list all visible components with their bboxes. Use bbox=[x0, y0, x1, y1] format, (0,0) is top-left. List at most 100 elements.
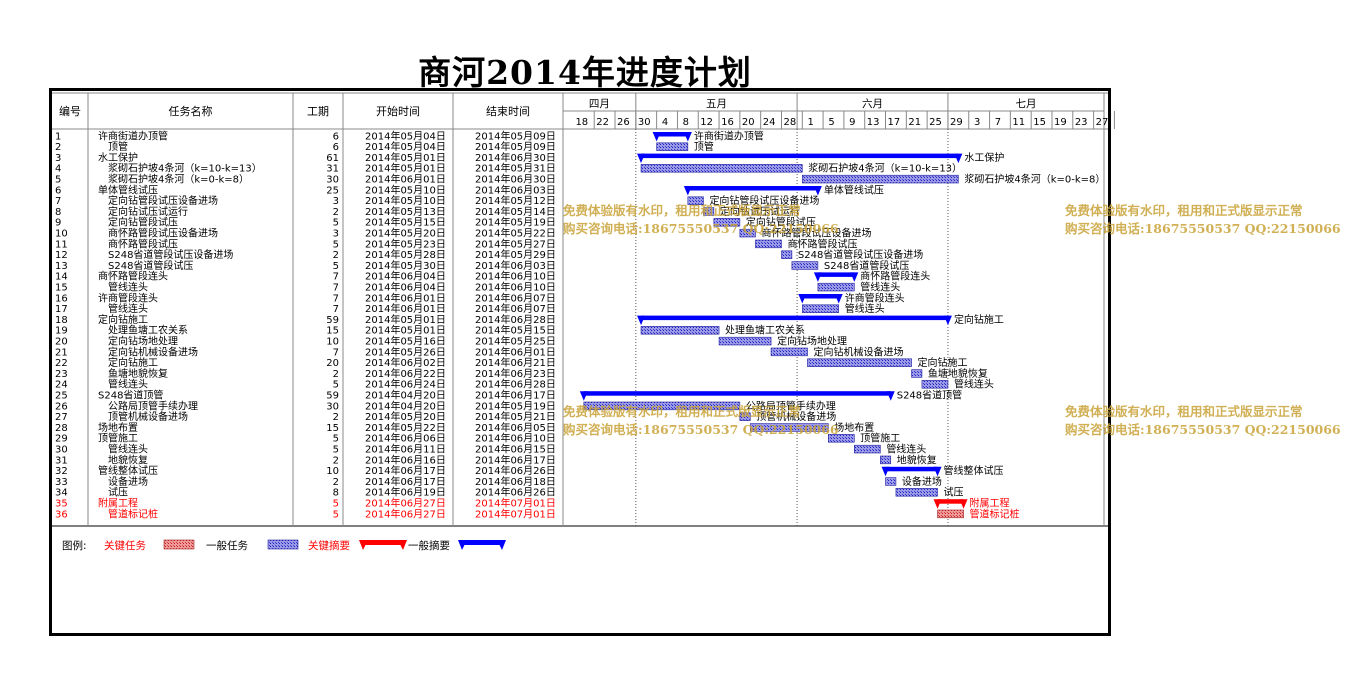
day-tick-label: 23 bbox=[1075, 117, 1088, 128]
task-id: 23 bbox=[55, 369, 68, 380]
task-id: 6 bbox=[55, 185, 61, 196]
gantt-bar-15: 管线连头 bbox=[817, 281, 900, 294]
summary-start-cap bbox=[637, 153, 646, 164]
month-label: 四月 bbox=[589, 98, 610, 110]
legend-label: 一般任务 bbox=[206, 539, 248, 552]
task-name: 商怀路管段试压设备进场 bbox=[108, 227, 218, 240]
gantt-bar-34: 试压 bbox=[895, 486, 964, 499]
task-name: 定向钻施工 bbox=[108, 356, 158, 369]
task-start: 2014年05月26日 bbox=[365, 345, 446, 358]
task-duration: 2 bbox=[333, 250, 339, 261]
task-duration: 2 bbox=[333, 207, 339, 218]
task-end: 2014年05月21日 bbox=[475, 410, 556, 423]
bar-label: 许商管段连头 bbox=[845, 291, 905, 304]
day-tick-label: 25 bbox=[929, 117, 942, 128]
day-tick-label: 16 bbox=[721, 117, 734, 128]
legend-item-summary: 一般摘要 bbox=[408, 539, 506, 552]
day-tick-label: 18 bbox=[575, 117, 588, 128]
gantt-bar-21: 定向钻机械设备进场 bbox=[770, 345, 903, 358]
summary-end-cap bbox=[683, 132, 692, 142]
legend-swatch-cap-left bbox=[359, 540, 368, 550]
bar-label: 定向钻试压试运行 bbox=[720, 205, 800, 218]
task-id: 20 bbox=[55, 337, 68, 348]
watermark-line2-right-2: 购买咨询电话:18675550537 QQ:22150066 bbox=[1065, 422, 1341, 437]
task-start: 2014年06月27日 bbox=[365, 507, 446, 520]
task-duration: 7 bbox=[333, 347, 339, 358]
task-id: 10 bbox=[55, 229, 68, 240]
bar-label: 浆砌石护坡4条河（k=0-k=8） bbox=[964, 173, 1105, 186]
task-start: 2014年06月01日 bbox=[365, 302, 446, 315]
task-bar bbox=[755, 239, 782, 249]
task-start: 2014年06月27日 bbox=[365, 497, 446, 510]
legend-swatch bbox=[462, 540, 502, 545]
task-end: 2014年05月19日 bbox=[475, 399, 556, 412]
task-name: 许商管段连头 bbox=[98, 291, 158, 304]
day-tick-label: 21 bbox=[908, 117, 921, 128]
task-end: 2014年06月01日 bbox=[475, 345, 556, 358]
summary-bar bbox=[687, 186, 818, 191]
task-duration: 25 bbox=[326, 185, 339, 196]
task-id: 30 bbox=[55, 445, 68, 456]
task-end: 2014年06月28日 bbox=[475, 378, 556, 391]
header-dur: 工期 bbox=[307, 105, 329, 118]
task-id: 31 bbox=[55, 455, 68, 466]
bar-label: 试压 bbox=[944, 486, 964, 499]
task-duration: 2 bbox=[333, 369, 339, 380]
summary-start-cap bbox=[579, 391, 588, 401]
task-name: 许商街道办顶管 bbox=[98, 129, 168, 142]
task-start: 2014年05月01日 bbox=[365, 324, 446, 337]
task-start: 2014年05月22日 bbox=[365, 421, 446, 434]
task-bar bbox=[880, 455, 892, 465]
summary-start-cap bbox=[683, 186, 692, 196]
bar-label: 管道标记桩 bbox=[970, 507, 1020, 520]
bar-label: S248省道顶管 bbox=[897, 389, 962, 402]
day-tick-label: 9 bbox=[849, 117, 855, 128]
task-id: 24 bbox=[55, 380, 68, 391]
legend-swatch bbox=[267, 539, 299, 550]
header-start: 开始时间 bbox=[376, 104, 420, 118]
legend: 图例: 关键任务 一般任务 关键摘要 一般摘要 bbox=[62, 539, 506, 552]
day-tick-label: 19 bbox=[1054, 117, 1067, 128]
task-duration: 7 bbox=[333, 272, 339, 283]
task-name: 鱼塘地貌恢复 bbox=[108, 367, 168, 380]
task-duration: 6 bbox=[333, 131, 339, 142]
gantt-bar-5: 浆砌石护坡4条河（k=0-k=8） bbox=[801, 173, 1105, 186]
task-duration: 6 bbox=[333, 142, 339, 153]
task-duration: 61 bbox=[326, 153, 339, 164]
task-start: 2014年06月24日 bbox=[365, 378, 446, 391]
task-start: 2014年06月01日 bbox=[365, 173, 446, 186]
task-duration: 15 bbox=[326, 423, 339, 434]
task-name: 定向钻试压试运行 bbox=[108, 205, 188, 218]
bar-label: 鱼塘地貌恢复 bbox=[928, 367, 988, 380]
task-duration: 5 bbox=[333, 434, 339, 445]
summary-end-cap bbox=[834, 294, 843, 304]
summary-end-cap bbox=[886, 391, 895, 401]
month-label: 六月 bbox=[862, 98, 883, 110]
bar-label: S248省道管段试压 bbox=[824, 259, 909, 272]
task-id: 19 bbox=[55, 326, 68, 337]
summary-end-cap bbox=[959, 499, 968, 509]
watermark-line2-right: 购买咨询电话:18675550537 QQ:22150066 bbox=[1065, 221, 1341, 236]
bar-label: 浆砌石护坡4条河（k=10-k=13） bbox=[808, 162, 962, 175]
gantt-bar-13: S248省道管段试压 bbox=[791, 259, 909, 272]
task-id: 36 bbox=[55, 509, 68, 520]
bar-label: 商怀路管段试压 bbox=[787, 237, 857, 250]
gantt-bar-25: S248省道顶管 bbox=[579, 389, 962, 402]
legend-swatch bbox=[363, 540, 403, 545]
task-bar bbox=[854, 444, 881, 454]
task-name: 管线整体试压 bbox=[98, 464, 158, 477]
task-start: 2014年05月10日 bbox=[365, 183, 446, 196]
task-bar bbox=[801, 304, 840, 313]
day-tick-label: 22 bbox=[596, 117, 609, 128]
watermark-line2-left: 购买咨询电话:18675550537 QQ:22150066 bbox=[563, 221, 839, 236]
gantt-bar-18: 定向钻施工 bbox=[637, 313, 1004, 326]
task-id: 34 bbox=[55, 488, 68, 499]
gantt-frame bbox=[49, 88, 1111, 636]
task-id: 28 bbox=[55, 423, 68, 434]
gantt-bar-23: 鱼塘地貌恢复 bbox=[911, 367, 988, 380]
bar-label: 定向钻机械设备进场 bbox=[813, 345, 903, 358]
task-id: 25 bbox=[55, 391, 68, 402]
task-end: 2014年06月17日 bbox=[475, 389, 556, 402]
task-duration: 5 bbox=[333, 239, 339, 250]
summary-bar bbox=[937, 499, 964, 504]
